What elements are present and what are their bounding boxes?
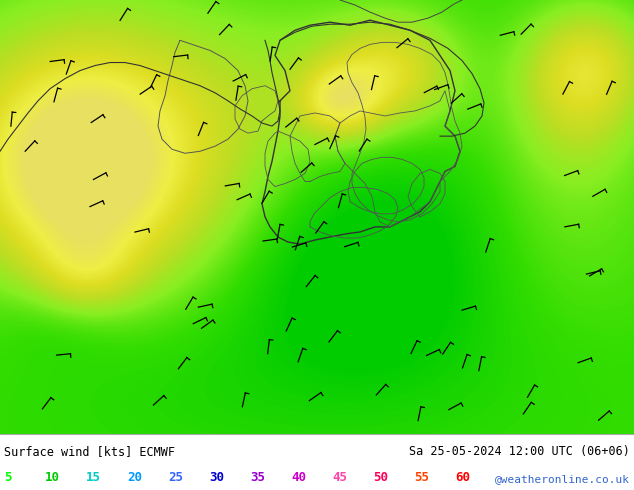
Text: Sa 25-05-2024 12:00 UTC (06+06): Sa 25-05-2024 12:00 UTC (06+06) — [409, 445, 630, 458]
Text: 25: 25 — [168, 471, 183, 484]
Text: 20: 20 — [127, 471, 142, 484]
Text: 45: 45 — [332, 471, 347, 484]
Text: @weatheronline.co.uk: @weatheronline.co.uk — [495, 474, 630, 484]
Text: 60: 60 — [455, 471, 470, 484]
Text: 35: 35 — [250, 471, 265, 484]
Text: 50: 50 — [373, 471, 388, 484]
Text: 55: 55 — [414, 471, 429, 484]
Text: 30: 30 — [209, 471, 224, 484]
Text: 10: 10 — [45, 471, 60, 484]
Text: Surface wind [kts] ECMWF: Surface wind [kts] ECMWF — [4, 445, 175, 458]
Text: 15: 15 — [86, 471, 101, 484]
Text: 40: 40 — [291, 471, 306, 484]
Text: 5: 5 — [4, 471, 11, 484]
